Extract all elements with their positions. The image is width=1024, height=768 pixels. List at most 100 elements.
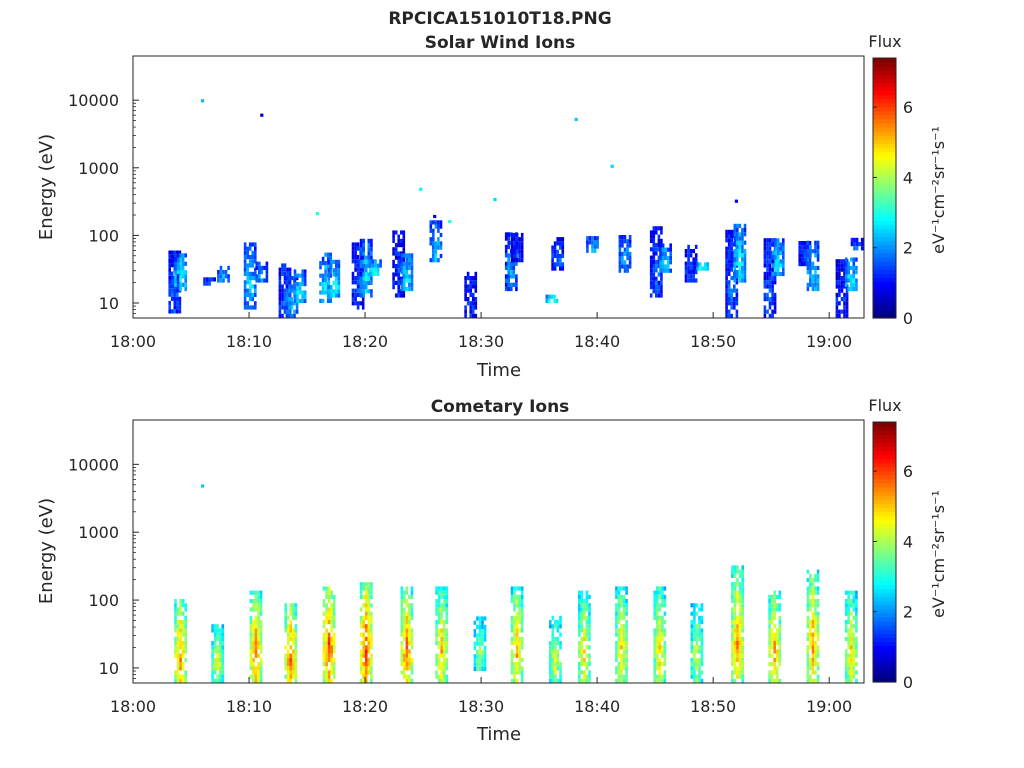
data-cell bbox=[303, 269, 307, 274]
data-cell bbox=[464, 280, 467, 285]
colorbar-segment bbox=[873, 208, 896, 213]
data-cell bbox=[852, 666, 856, 671]
data-cell bbox=[371, 263, 375, 268]
data-cell bbox=[559, 258, 562, 263]
data-cell bbox=[766, 284, 769, 289]
data-column bbox=[400, 253, 414, 292]
data-cell bbox=[778, 615, 782, 620]
data-cell bbox=[775, 649, 779, 654]
data-cell bbox=[733, 284, 736, 289]
data-cell bbox=[773, 280, 777, 285]
data-cell bbox=[687, 270, 690, 275]
data-cell bbox=[855, 599, 858, 604]
data-cell bbox=[294, 628, 298, 633]
data-cell bbox=[440, 632, 443, 637]
data-cell bbox=[806, 624, 810, 629]
data-cell bbox=[657, 289, 661, 294]
colorbar-segment bbox=[873, 625, 896, 630]
data-cell bbox=[176, 670, 180, 675]
data-cell bbox=[327, 678, 331, 683]
data-cell bbox=[850, 274, 853, 279]
data-cell bbox=[285, 297, 289, 302]
data-cell bbox=[445, 603, 449, 608]
data-cell bbox=[327, 641, 331, 646]
data-cell bbox=[369, 271, 372, 277]
data-cell bbox=[620, 653, 623, 658]
data-cell bbox=[588, 607, 591, 612]
data-cell bbox=[809, 265, 812, 271]
data-cell bbox=[835, 263, 839, 268]
data-cell bbox=[179, 636, 182, 641]
data-cell bbox=[696, 262, 699, 267]
data-cell bbox=[405, 645, 409, 650]
data-cell bbox=[698, 662, 701, 667]
data-cell bbox=[816, 645, 820, 650]
data-cell bbox=[337, 276, 341, 281]
data-cell bbox=[513, 590, 516, 595]
data-cell bbox=[246, 250, 249, 255]
data-cell bbox=[513, 253, 516, 259]
data-cell bbox=[741, 274, 744, 279]
data-cell bbox=[658, 662, 662, 667]
data-cell bbox=[847, 270, 850, 275]
data-cell bbox=[405, 662, 409, 667]
data-cell bbox=[176, 674, 180, 679]
colorbar-segment bbox=[873, 653, 896, 659]
data-cell bbox=[408, 624, 411, 629]
data-cell bbox=[808, 257, 812, 262]
data-cell bbox=[289, 603, 293, 608]
data-cell bbox=[211, 666, 214, 671]
data-cell bbox=[586, 244, 589, 249]
data-cell bbox=[327, 272, 330, 277]
data-column bbox=[763, 238, 777, 318]
data-cell bbox=[510, 270, 513, 275]
data-cell bbox=[835, 284, 839, 289]
data-cell bbox=[243, 271, 247, 276]
data-cell bbox=[850, 603, 853, 608]
data-cell bbox=[362, 280, 365, 285]
data-cell bbox=[806, 674, 810, 679]
data-cell bbox=[661, 260, 665, 265]
data-cell bbox=[181, 257, 185, 262]
data-cell bbox=[855, 645, 858, 650]
data-cell bbox=[803, 253, 807, 258]
data-cell bbox=[628, 235, 632, 240]
data-cell bbox=[440, 678, 443, 683]
data-cell bbox=[392, 264, 395, 269]
data-cell bbox=[332, 599, 336, 604]
data-cell bbox=[700, 657, 704, 662]
data-cell bbox=[588, 615, 591, 620]
data-cell bbox=[362, 641, 365, 646]
data-cell bbox=[510, 265, 513, 271]
data-cell bbox=[806, 240, 810, 245]
data-cell bbox=[741, 628, 744, 633]
data-cell bbox=[445, 666, 449, 671]
data-cell bbox=[693, 657, 696, 662]
data-cell bbox=[174, 282, 177, 287]
data-cell bbox=[504, 282, 508, 287]
data-cell bbox=[778, 657, 782, 662]
data-cell bbox=[596, 240, 599, 245]
data-cell bbox=[249, 607, 253, 612]
data-cell bbox=[623, 235, 627, 240]
data-cell bbox=[252, 649, 255, 654]
data-cell bbox=[512, 261, 516, 266]
data-cell bbox=[733, 240, 737, 245]
data-cell bbox=[690, 611, 694, 616]
data-cell bbox=[254, 678, 258, 683]
data-cell bbox=[254, 255, 257, 260]
data-cell bbox=[659, 264, 662, 269]
data-cell bbox=[359, 243, 363, 248]
data-cell bbox=[520, 594, 524, 599]
data-cell bbox=[376, 267, 380, 272]
data-cell bbox=[513, 641, 516, 646]
data-cell bbox=[580, 645, 584, 650]
data-cell bbox=[700, 662, 704, 667]
data-cell bbox=[733, 632, 737, 637]
data-cell bbox=[551, 662, 555, 667]
data-cell bbox=[400, 265, 404, 271]
data-cell bbox=[733, 232, 737, 237]
data-cell bbox=[429, 228, 433, 233]
data-cell bbox=[466, 284, 470, 289]
colorbar-segment bbox=[873, 269, 896, 274]
